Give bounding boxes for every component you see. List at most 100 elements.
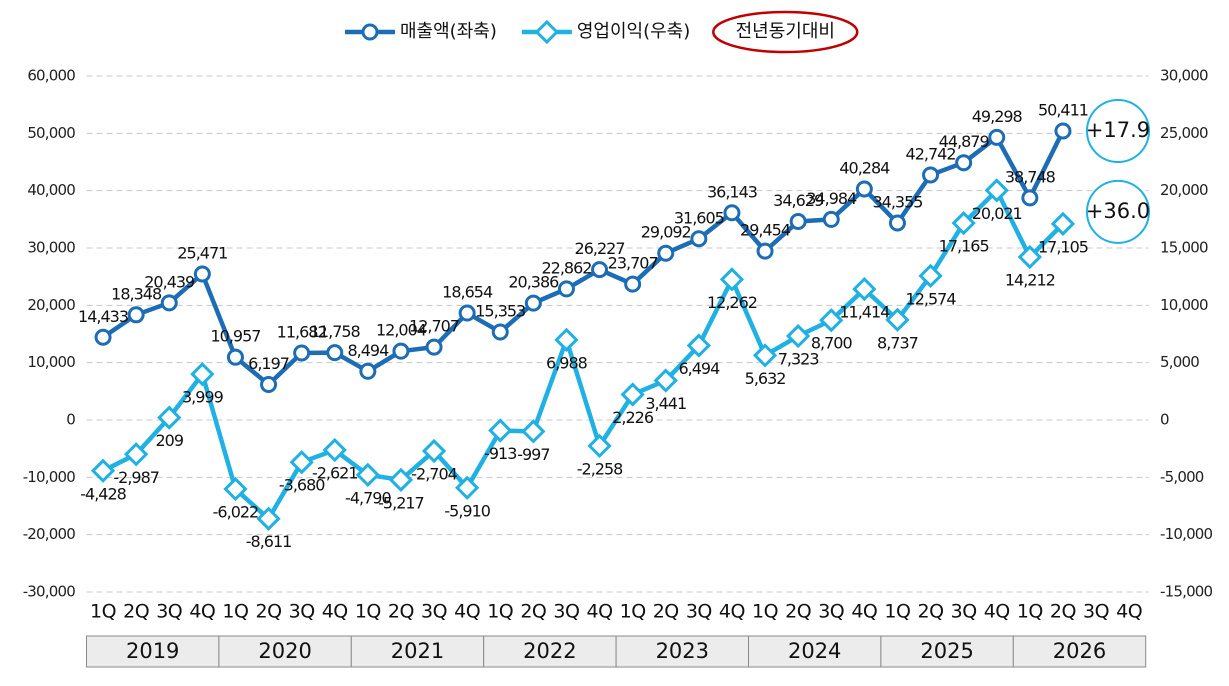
annotation-circle — [1086, 98, 1150, 163]
marker — [686, 333, 711, 358]
value-label: 23,707 — [608, 254, 658, 273]
annotation: +17.9 — [1086, 118, 1150, 142]
marker — [620, 382, 645, 407]
value-label: 20,386 — [508, 273, 559, 292]
marker — [326, 344, 344, 362]
marker — [951, 211, 976, 236]
value-label: 17,165 — [939, 237, 989, 256]
x-tick-label: 2Q — [520, 601, 546, 623]
x-tick-label: 1Q — [222, 601, 248, 623]
year-label: 2023 — [656, 639, 709, 663]
x-tick-label: 2Q — [653, 601, 679, 623]
y2-tick-label: 25,000 — [1160, 124, 1208, 142]
marker — [124, 442, 149, 467]
value-label: 12,004 — [376, 321, 427, 340]
y2-tick-label: -5,000 — [1160, 468, 1204, 486]
y-tick-label: -20,000 — [23, 525, 76, 543]
y-tick-label: 10,000 — [27, 353, 75, 371]
marker — [988, 128, 1006, 146]
value-label: 10,957 — [210, 327, 260, 346]
marker — [1054, 122, 1072, 140]
value-label: -3,680 — [279, 476, 325, 495]
year-cell — [483, 635, 617, 668]
x-tick-label: 1Q — [1017, 601, 1043, 623]
value-label: -5,910 — [444, 501, 490, 520]
legend-note: 전년동기대비 — [736, 21, 835, 42]
year-cell — [880, 635, 1014, 668]
marker — [918, 263, 943, 288]
marker — [157, 405, 182, 430]
marker — [1050, 211, 1076, 236]
marker — [852, 276, 877, 302]
y2-tick-label: 5,000 — [1160, 353, 1199, 371]
year-label: 2021 — [391, 639, 444, 663]
y2-tick-label: 30,000 — [1160, 67, 1208, 85]
marker — [922, 166, 940, 184]
value-label: -2,258 — [577, 459, 623, 478]
x-tick-label: 1Q — [355, 601, 381, 623]
marker — [94, 328, 112, 346]
marker — [190, 362, 215, 387]
value-label: 6,197 — [248, 354, 289, 373]
marker — [90, 458, 116, 483]
value-label: -5,217 — [378, 493, 424, 512]
value-label: 15,353 — [475, 301, 525, 320]
value-label: 22,862 — [541, 258, 591, 277]
y2-tick-label: 10,000 — [1160, 296, 1208, 314]
marker — [653, 368, 678, 393]
marker — [421, 438, 447, 464]
x-tick-label: 3Q — [818, 601, 844, 623]
value-label: 6,988 — [546, 353, 588, 372]
value-label: 14,212 — [1005, 271, 1055, 290]
value-label: 50,411 — [1038, 100, 1088, 119]
value-label: 3,441 — [645, 394, 686, 413]
year-label: 2024 — [788, 639, 841, 663]
marker — [458, 304, 476, 322]
value-label: 11,758 — [310, 322, 361, 341]
annotation: +36.0 — [1086, 199, 1150, 223]
value-label: -4,790 — [345, 488, 391, 507]
year-label: 2019 — [126, 639, 179, 663]
marker — [624, 275, 642, 293]
marker — [260, 375, 278, 393]
marker — [756, 242, 774, 260]
marker — [554, 327, 579, 352]
marker — [719, 267, 745, 292]
value-label: 29,092 — [641, 223, 691, 242]
y2-tick-label: 20,000 — [1160, 181, 1208, 199]
year-cell — [350, 635, 485, 668]
value-label: -6,022 — [213, 503, 259, 522]
marker — [752, 343, 778, 368]
value-label: 29,454 — [740, 221, 791, 240]
y-tick-label: 40,000 — [27, 181, 75, 199]
marker — [521, 419, 546, 444]
marker — [855, 180, 873, 198]
marker — [256, 506, 281, 531]
value-label: -2,987 — [113, 468, 159, 487]
marker — [723, 204, 741, 222]
value-label: 34,984 — [806, 189, 857, 208]
marker — [392, 342, 410, 360]
value-label: 38,748 — [1005, 167, 1056, 186]
value-label: 49,298 — [972, 107, 1023, 126]
value-label: 12,262 — [707, 293, 757, 312]
x-tick-label: 1Q — [620, 601, 646, 623]
year-label: 2020 — [258, 639, 311, 663]
value-label: 2,226 — [612, 408, 654, 427]
year-label: 2022 — [523, 639, 576, 663]
marker — [359, 362, 377, 380]
x-tick-label: 2Q — [388, 601, 414, 623]
marker — [822, 210, 840, 228]
marker — [322, 437, 347, 463]
year-cell — [218, 635, 352, 668]
marker — [587, 433, 612, 459]
year-cell — [86, 635, 220, 668]
value-label: 31,605 — [674, 208, 724, 227]
value-label: 209 — [155, 431, 183, 450]
marker — [293, 344, 311, 362]
legend-note-ellipse — [712, 10, 859, 54]
annotation-circle — [1086, 179, 1150, 244]
x-tick-label: 1Q — [884, 601, 910, 623]
value-label: 5,632 — [745, 369, 786, 388]
